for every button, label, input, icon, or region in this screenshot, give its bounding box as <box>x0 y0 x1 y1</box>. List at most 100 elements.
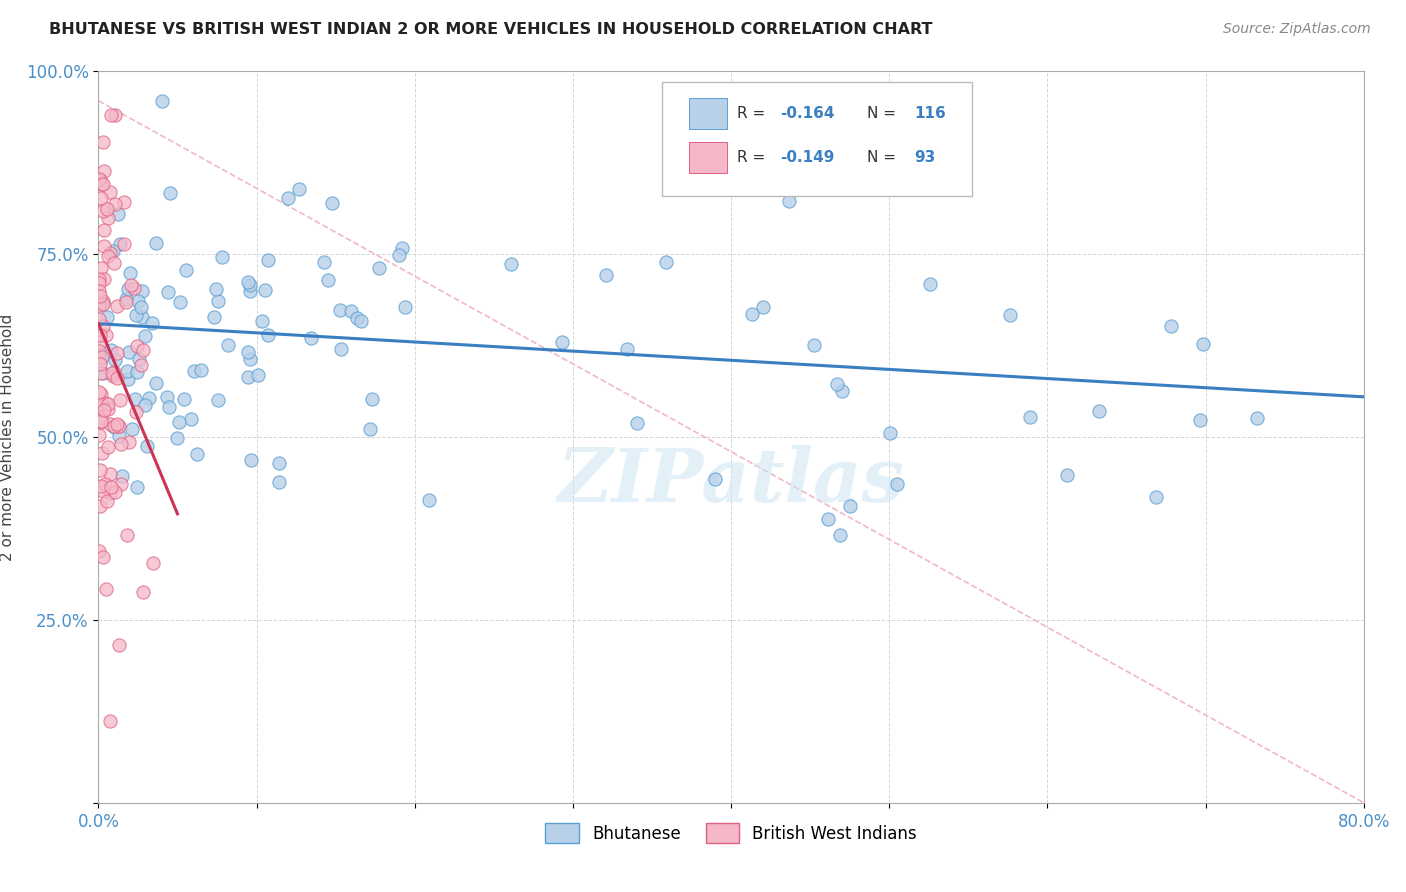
Point <box>118 434 141 449</box>
Point <box>350 313 373 327</box>
Point <box>112 194 135 209</box>
Point <box>704 472 727 486</box>
Point <box>655 255 678 269</box>
Point <box>831 384 853 398</box>
Point <box>288 182 311 196</box>
Point <box>391 241 413 255</box>
Point <box>98 467 121 481</box>
Point <box>277 191 299 205</box>
Point <box>89 328 111 343</box>
Point <box>93 239 115 253</box>
Point <box>87 276 110 290</box>
Point <box>91 401 114 415</box>
Point <box>100 108 122 122</box>
Point <box>128 351 150 366</box>
Point <box>169 295 191 310</box>
Text: N =: N = <box>866 106 900 121</box>
Point <box>91 549 114 564</box>
Legend: Bhutanese, British West Indians: Bhutanese, British West Indians <box>538 817 924 849</box>
Point <box>90 415 112 429</box>
Point <box>105 371 128 385</box>
Point <box>105 346 128 360</box>
Point <box>127 293 149 308</box>
Point <box>115 528 138 542</box>
Point <box>97 397 120 411</box>
Point <box>108 429 131 443</box>
Point <box>87 311 110 326</box>
Point <box>173 392 195 406</box>
Point <box>125 308 148 322</box>
Point <box>257 253 280 268</box>
Point <box>100 480 122 494</box>
Point <box>104 352 127 367</box>
Point <box>246 368 269 382</box>
Point <box>93 272 115 286</box>
Point <box>339 304 361 318</box>
Point <box>180 412 202 426</box>
Point <box>115 294 138 309</box>
Point <box>103 256 125 270</box>
Point <box>1087 403 1109 417</box>
Point <box>314 254 336 268</box>
Point <box>96 493 118 508</box>
Point <box>131 284 153 298</box>
Point <box>90 386 112 401</box>
Point <box>839 500 862 514</box>
Point <box>115 364 138 378</box>
Point <box>134 398 156 412</box>
Point <box>626 417 648 431</box>
Point <box>751 300 773 314</box>
Point <box>100 343 122 357</box>
Point <box>103 418 125 433</box>
Point <box>89 463 111 477</box>
Point <box>118 345 141 359</box>
Point <box>125 405 148 419</box>
Point <box>183 364 205 378</box>
Point <box>129 300 152 314</box>
Point <box>105 417 128 431</box>
Point <box>93 403 115 417</box>
Point <box>89 357 111 371</box>
Text: R =: R = <box>737 106 770 121</box>
Point <box>204 282 226 296</box>
Point <box>125 339 148 353</box>
Text: R =: R = <box>737 150 770 165</box>
Point <box>125 480 148 494</box>
Text: -0.164: -0.164 <box>780 106 835 121</box>
Point <box>207 392 229 407</box>
Point <box>94 396 117 410</box>
Point <box>90 261 112 276</box>
Point <box>1144 490 1167 504</box>
Point <box>97 211 120 225</box>
Point <box>91 297 114 311</box>
Point <box>136 439 159 453</box>
Point <box>90 367 112 381</box>
Point <box>91 296 114 310</box>
Text: 93: 93 <box>914 150 936 165</box>
Point <box>157 400 180 414</box>
Point <box>267 475 290 489</box>
Point <box>103 420 125 434</box>
Point <box>145 376 167 390</box>
Point <box>104 485 127 500</box>
Point <box>89 355 111 369</box>
Point <box>550 335 572 350</box>
Point <box>825 376 848 391</box>
Point <box>141 317 163 331</box>
Point <box>101 366 124 380</box>
Point <box>108 392 131 407</box>
Point <box>359 422 381 436</box>
Point <box>89 272 111 286</box>
Point <box>595 268 617 282</box>
Y-axis label: 2 or more Vehicles in Household: 2 or more Vehicles in Household <box>0 313 14 561</box>
Point <box>159 186 181 201</box>
Point <box>122 280 145 294</box>
Point <box>96 202 118 217</box>
Point <box>98 714 121 729</box>
Point <box>96 310 118 325</box>
Point <box>89 173 111 187</box>
Point <box>124 392 146 406</box>
Point <box>100 185 122 199</box>
Point <box>94 328 117 343</box>
Point <box>93 348 115 362</box>
